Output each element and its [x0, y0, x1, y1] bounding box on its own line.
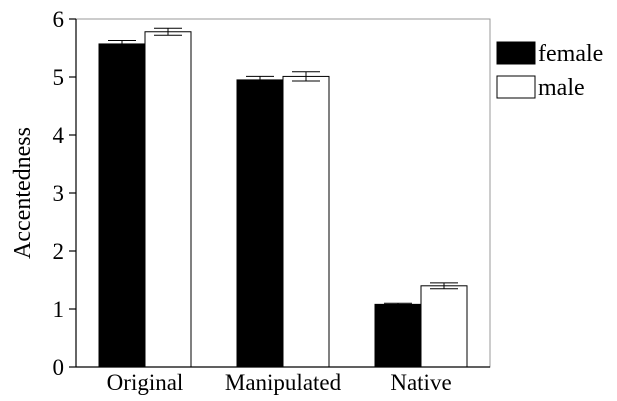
legend: female male [496, 41, 603, 101]
legend-label-female: female [538, 41, 603, 67]
bar-female-native [374, 303, 422, 368]
y-tick-label: 0 [53, 355, 65, 380]
legend-swatch-female [496, 41, 536, 65]
y-tick-label: 3 [53, 181, 65, 206]
y-axis-label: Accentedness [10, 127, 36, 259]
bar-male-original [144, 31, 192, 368]
x-axis: Original Manipulated Native [107, 370, 452, 395]
error-bars [108, 27, 458, 307]
bars [98, 31, 468, 368]
x-tick-label: Original [107, 370, 184, 395]
x-tick-label: Manipulated [225, 370, 342, 395]
y-tick-label: 1 [53, 297, 65, 322]
bar-female-original [98, 43, 146, 368]
bar-male-native [420, 285, 468, 368]
legend-swatch-male [496, 75, 536, 99]
y-tick-label: 4 [53, 123, 65, 148]
bar-female-manipulated [236, 79, 284, 368]
y-tick-label: 5 [53, 65, 65, 90]
bar-male-manipulated [282, 75, 330, 368]
x-tick-label: Native [390, 370, 451, 395]
y-tick-label: 6 [53, 7, 65, 32]
legend-label-male: male [538, 75, 585, 101]
y-tick-label: 2 [53, 239, 65, 264]
y-axis: 0 1 2 3 4 5 6 [53, 7, 76, 380]
